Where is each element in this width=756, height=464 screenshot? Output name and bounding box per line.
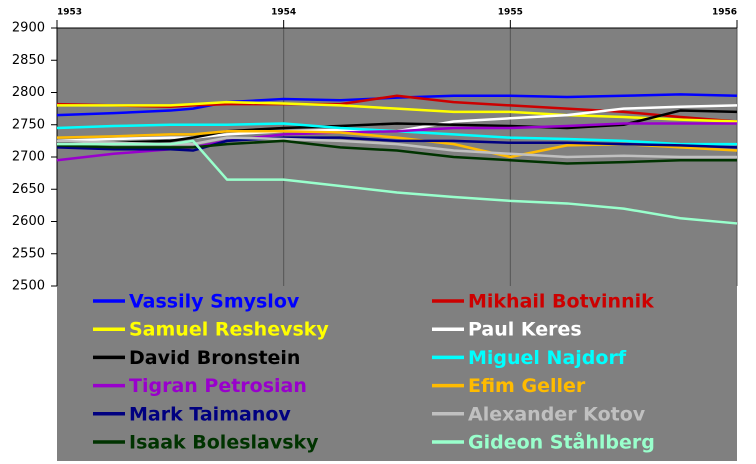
- series-line: [56, 109, 738, 146]
- y-tick-label: 2600: [12, 214, 45, 229]
- y-tick-label: 2700: [12, 150, 45, 165]
- x-tick-label: 1953: [57, 8, 82, 18]
- series-line: [56, 139, 737, 165]
- y-tick-label: 2900: [12, 21, 45, 36]
- legend-label: Isaak Boleslavsky: [129, 432, 319, 454]
- y-tick-label: 2500: [12, 279, 45, 294]
- legend-label: Alexander Kotov: [468, 403, 646, 425]
- plot-background: [57, 28, 737, 461]
- legend-label: Miguel Najdorf: [468, 347, 627, 369]
- legend-label: Gideon Ståhlberg: [468, 430, 655, 454]
- y-tick-label: 2750: [12, 117, 45, 132]
- x-tick-label: 1954: [271, 8, 296, 18]
- series-line: [56, 122, 737, 146]
- y-tick-label: 2550: [12, 246, 45, 261]
- legend-label: Mikhail Botvinnik: [468, 291, 654, 313]
- legend-label: Efim Geller: [468, 375, 586, 397]
- legend-label: Paul Keres: [468, 319, 582, 341]
- legend-label: Samuel Reshevsky: [129, 319, 329, 341]
- x-tick-label: 1956: [712, 8, 737, 18]
- series-line: [57, 139, 738, 225]
- x-tick-label: 1955: [498, 8, 523, 18]
- series-line: [57, 100, 738, 123]
- series-line: [56, 136, 738, 152]
- y-tick-label: 2650: [12, 182, 45, 197]
- legend-label: Vassily Smyslov: [129, 291, 300, 313]
- legend-label: David Bronstein: [129, 347, 300, 369]
- series-line: [56, 94, 738, 123]
- legend-label: Tigran Petrosian: [129, 375, 307, 397]
- y-tick-label: 2850: [12, 53, 45, 68]
- y-tick-label: 2800: [12, 85, 45, 100]
- legend-label: Mark Taimanov: [129, 403, 291, 425]
